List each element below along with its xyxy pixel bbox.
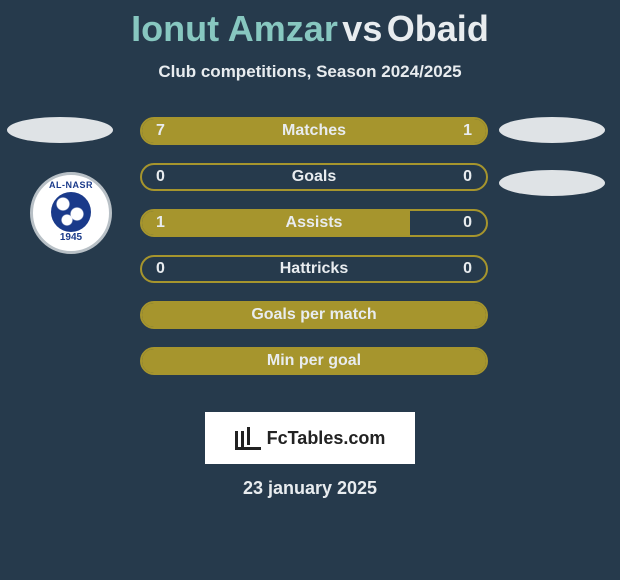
stat-label: Goals bbox=[142, 168, 486, 186]
club-badge-year: 1945 bbox=[60, 232, 82, 243]
team-logo-placeholder-right-2 bbox=[499, 170, 605, 196]
stat-label: Hattricks bbox=[142, 260, 486, 278]
stat-label: Min per goal bbox=[142, 352, 486, 370]
title-vs: vs bbox=[342, 8, 382, 49]
bar-chart-icon bbox=[235, 427, 261, 449]
date-line: 23 january 2025 bbox=[0, 478, 620, 499]
title-player1: Ionut Amzar bbox=[131, 8, 338, 49]
club-badge-name: AL-NASR bbox=[49, 180, 93, 190]
stat-label: Matches bbox=[142, 122, 486, 140]
soccer-ball-icon bbox=[51, 192, 91, 232]
team-logo-placeholder-left bbox=[7, 117, 113, 143]
stat-label: Goals per match bbox=[142, 306, 486, 324]
comparison-chart: AL-NASR 1945 71Matches 00Goals 10Assists 00… bbox=[0, 117, 620, 397]
club-badge: AL-NASR 1945 bbox=[30, 172, 112, 254]
title-player2: Obaid bbox=[387, 8, 489, 49]
stat-label: Assists bbox=[142, 214, 486, 232]
stat-row: 10Assists bbox=[140, 209, 488, 237]
bars-container: 71Matches 00Goals 10Assists 00Hattricks Goal… bbox=[140, 117, 488, 393]
brand-text: FcTables.com bbox=[267, 428, 386, 449]
stat-row: Min per goal bbox=[140, 347, 488, 375]
stat-row: Goals per match bbox=[140, 301, 488, 329]
stat-row: 00Goals bbox=[140, 163, 488, 191]
subtitle: Club competitions, Season 2024/2025 bbox=[0, 62, 620, 82]
team-logo-placeholder-right-1 bbox=[499, 117, 605, 143]
page-title: Ionut Amzar vs Obaid bbox=[0, 0, 620, 50]
brand-box: FcTables.com bbox=[205, 412, 415, 464]
stat-row: 00Hattricks bbox=[140, 255, 488, 283]
stat-row: 71Matches bbox=[140, 117, 488, 145]
